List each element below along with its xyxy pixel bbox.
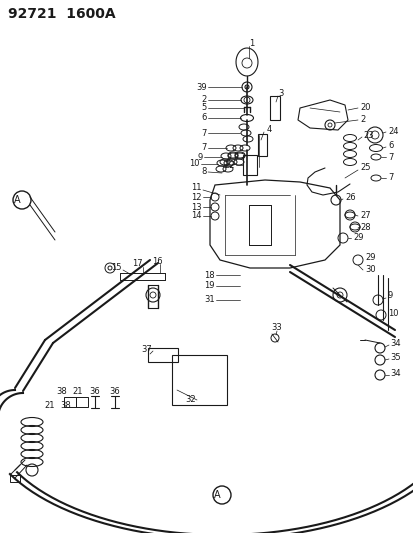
Text: 14: 14 [191,212,202,221]
Text: 11: 11 [191,183,202,192]
Text: 9: 9 [197,152,202,161]
Text: 36: 36 [109,387,120,397]
Text: 36: 36 [89,387,100,397]
Text: 3: 3 [277,90,282,99]
Text: 32: 32 [185,395,195,405]
Text: 34: 34 [389,340,400,349]
Text: 38: 38 [57,387,67,397]
Bar [248,205,271,245]
Bar [147,348,178,362]
Text: 9: 9 [387,292,392,301]
Text: 15: 15 [111,263,122,272]
Text: 18: 18 [204,271,214,279]
Text: 28: 28 [359,222,370,231]
Text: 26: 26 [344,193,355,203]
Text: 19: 19 [204,281,214,290]
Text: 2: 2 [201,95,206,104]
Text: 8: 8 [201,167,206,176]
Text: 29: 29 [364,254,375,262]
Bar [172,355,227,405]
Text: 6: 6 [201,114,206,123]
Text: 34: 34 [389,369,400,378]
Text: 21: 21 [45,400,55,409]
Text: A: A [14,195,20,205]
Text: 10: 10 [189,159,199,168]
Text: 17: 17 [131,260,142,269]
Text: 7: 7 [387,152,392,161]
Text: 13: 13 [191,203,202,212]
Bar [269,96,279,120]
Text: 38: 38 [60,400,71,409]
Text: 7: 7 [387,174,392,182]
Text: 31: 31 [204,295,214,304]
Text: 7: 7 [201,128,206,138]
Bar [258,134,267,156]
Text: 20: 20 [359,103,370,112]
Text: 33: 33 [271,324,282,333]
Text: A: A [213,490,220,500]
Bar [242,155,256,175]
Text: 4: 4 [266,125,272,134]
Circle shape [244,85,248,89]
Text: 23: 23 [362,131,373,140]
Text: 29: 29 [352,232,363,241]
Circle shape [108,266,112,270]
Text: 16: 16 [151,256,162,265]
Text: 12: 12 [191,192,202,201]
Text: 27: 27 [359,211,370,220]
Text: 39: 39 [196,83,206,92]
Text: 5: 5 [201,103,206,112]
Text: 30: 30 [364,265,375,274]
Text: 6: 6 [387,141,392,150]
Text: 1: 1 [248,38,254,47]
Text: 35: 35 [389,353,400,362]
Text: 22: 22 [224,160,235,169]
Text: 24: 24 [387,126,398,135]
Text: 2: 2 [359,116,364,125]
Text: 92721  1600A: 92721 1600A [8,7,115,21]
Text: 21: 21 [73,387,83,397]
Text: 25: 25 [359,164,370,173]
Text: 10: 10 [387,310,398,319]
Text: 7: 7 [201,143,206,152]
Text: 37: 37 [141,345,152,354]
